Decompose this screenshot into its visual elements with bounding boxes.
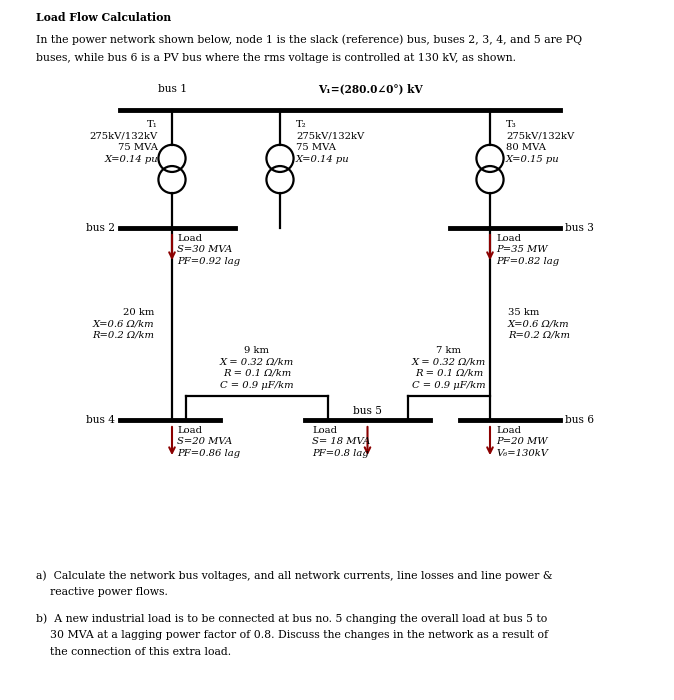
- Text: bus 5: bus 5: [353, 406, 382, 416]
- Text: bus 4: bus 4: [86, 415, 115, 425]
- Text: Load: Load: [496, 426, 521, 435]
- Text: bus 6: bus 6: [565, 415, 594, 425]
- Text: X=0.6 Ω/km: X=0.6 Ω/km: [508, 319, 570, 328]
- Text: Load: Load: [313, 426, 338, 435]
- Text: V₁=(280.0∠0°) kV: V₁=(280.0∠0°) kV: [317, 83, 423, 94]
- Text: P=35 MW: P=35 MW: [496, 246, 547, 255]
- Text: PF=0.86 lag: PF=0.86 lag: [177, 449, 240, 458]
- Text: a)  Calculate the network bus voltages, and all network currents, line losses an: a) Calculate the network bus voltages, a…: [36, 570, 553, 580]
- Text: X=0.6 Ω/km: X=0.6 Ω/km: [92, 319, 154, 328]
- Text: 35 km: 35 km: [508, 308, 539, 317]
- Text: Load Flow Calculation: Load Flow Calculation: [36, 12, 171, 23]
- Text: buses, while bus 6 is a PV bus where the rms voltage is controlled at 130 kV, as: buses, while bus 6 is a PV bus where the…: [36, 53, 516, 63]
- Text: 275kV/132kV: 275kV/132kV: [90, 132, 158, 141]
- Text: R = 0.1 Ω/km: R = 0.1 Ω/km: [223, 369, 291, 378]
- Text: 75 MVA: 75 MVA: [296, 143, 336, 152]
- Text: X=0.14 pu: X=0.14 pu: [296, 155, 350, 164]
- Text: X=0.15 pu: X=0.15 pu: [506, 155, 559, 164]
- Text: X=0.14 pu: X=0.14 pu: [104, 155, 158, 164]
- Text: S=30 MVA: S=30 MVA: [177, 246, 233, 255]
- Text: the connection of this extra load.: the connection of this extra load.: [36, 647, 231, 657]
- Text: 80 MVA: 80 MVA: [506, 143, 546, 152]
- Text: 20 km: 20 km: [123, 308, 154, 317]
- Text: C = 0.9 μF/km: C = 0.9 μF/km: [220, 381, 294, 389]
- Text: bus 1: bus 1: [158, 84, 187, 94]
- Text: X = 0.32 Ω/km: X = 0.32 Ω/km: [412, 358, 486, 367]
- Text: bus 2: bus 2: [86, 223, 115, 233]
- Text: T₁: T₁: [147, 120, 158, 129]
- Text: 275kV/132kV: 275kV/132kV: [506, 132, 574, 141]
- Text: P=20 MW: P=20 MW: [496, 438, 547, 447]
- Text: b)  A new industrial load is to be connected at bus no. 5 changing the overall l: b) A new industrial load is to be connec…: [36, 613, 547, 624]
- Text: 275kV/132kV: 275kV/132kV: [296, 132, 364, 141]
- Text: PF=0.8 lag: PF=0.8 lag: [313, 449, 369, 458]
- Text: bus 3: bus 3: [565, 223, 594, 233]
- Text: R=0.2 Ω/km: R=0.2 Ω/km: [508, 331, 570, 340]
- Text: PF=0.92 lag: PF=0.92 lag: [177, 257, 240, 266]
- Text: C = 0.9 μF/km: C = 0.9 μF/km: [412, 381, 486, 389]
- Text: PF=0.82 lag: PF=0.82 lag: [496, 257, 559, 266]
- Text: X = 0.32 Ω/km: X = 0.32 Ω/km: [220, 358, 294, 367]
- Text: R = 0.1 Ω/km: R = 0.1 Ω/km: [415, 369, 483, 378]
- Text: reactive power flows.: reactive power flows.: [36, 587, 168, 597]
- Text: T₃: T₃: [506, 120, 517, 129]
- Text: In the power network shown below, node 1 is the slack (reference) bus, buses 2, : In the power network shown below, node 1…: [36, 34, 582, 45]
- Text: Load: Load: [496, 234, 521, 243]
- Text: Load: Load: [177, 234, 202, 243]
- Text: 9 km: 9 km: [245, 346, 270, 355]
- Text: S= 18 MVA: S= 18 MVA: [313, 438, 371, 447]
- Text: 75 MVA: 75 MVA: [118, 143, 158, 152]
- Text: 7 km: 7 km: [437, 346, 462, 355]
- Text: V₆=130kV: V₆=130kV: [496, 449, 548, 458]
- Text: S=20 MVA: S=20 MVA: [177, 438, 233, 447]
- Text: 30 MVA at a lagging power factor of 0.8. Discuss the changes in the network as a: 30 MVA at a lagging power factor of 0.8.…: [36, 630, 548, 640]
- Text: T₂: T₂: [296, 120, 307, 129]
- Text: R=0.2 Ω/km: R=0.2 Ω/km: [92, 331, 154, 340]
- Text: Load: Load: [177, 426, 202, 435]
